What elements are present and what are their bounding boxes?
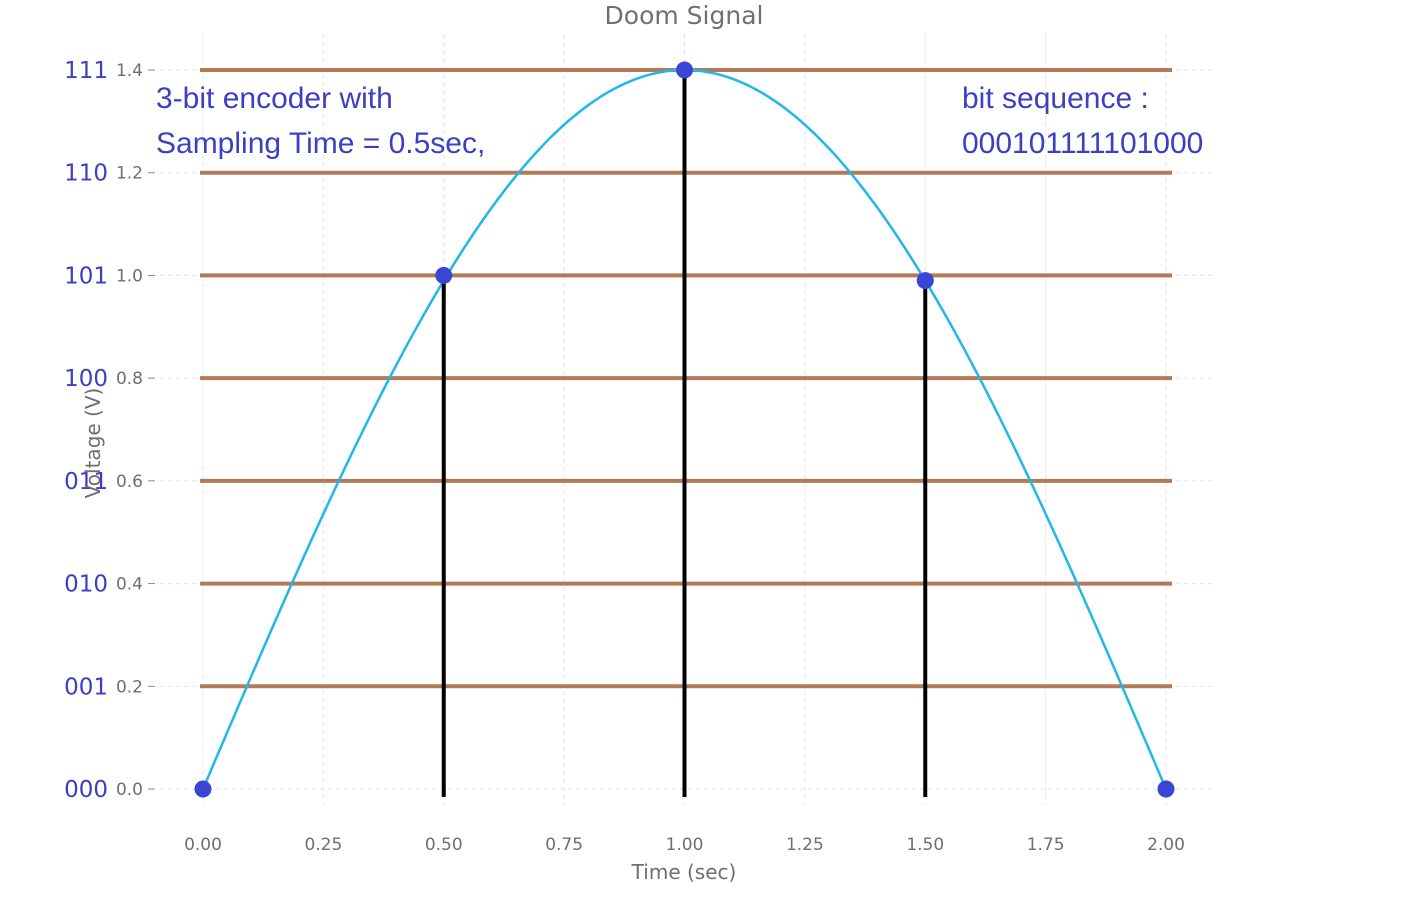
x-tick-label: 0.75 — [545, 835, 583, 855]
binary-code-label: 001 — [64, 674, 108, 700]
bit-sequence-label: bit sequence : — [962, 82, 1149, 115]
bit-sequence-value: 000101111101000 — [962, 127, 1203, 160]
x-tick-label: 1.25 — [786, 835, 824, 855]
y-tick-labels: 0.0 0.2 0.4 0.6 0.8 1.0 1.2 1.4 — [116, 61, 155, 800]
binary-code-label: 110 — [64, 161, 108, 187]
y-tick-label: 1.4 — [116, 61, 143, 81]
y-tick-label: 0.6 — [116, 472, 143, 492]
x-axis-title: Time (sec) — [631, 860, 737, 884]
y-tick-label: 1.0 — [116, 266, 143, 286]
y-tick-label: 0.0 — [116, 780, 143, 800]
y-tick-label: 0.8 — [116, 369, 143, 389]
y-tick-label: 0.2 — [116, 677, 143, 697]
sample-point — [435, 266, 453, 284]
binary-code-label: 000 — [64, 777, 108, 803]
x-tick-label: 0.50 — [425, 835, 463, 855]
encoder-note-line1: 3-bit encoder with — [156, 82, 393, 115]
x-tick-label: 0.25 — [304, 835, 342, 855]
chart-title: Doom Signal — [605, 1, 764, 30]
sample-point — [194, 780, 212, 798]
sample-stem-layer — [441, 70, 928, 797]
x-tick-label: 0.00 — [184, 835, 222, 855]
y-tick-label: 1.2 — [116, 164, 143, 184]
binary-code-label: 011 — [64, 469, 108, 495]
binary-code-label: 101 — [64, 263, 108, 289]
binary-code-labels: 000 001 010 011 100 101 110 111 — [64, 58, 108, 803]
y-tick-label: 0.4 — [116, 575, 143, 595]
encoder-note-line2: Sampling Time = 0.5sec, — [156, 127, 485, 160]
binary-code-label: 111 — [64, 58, 108, 84]
sample-point — [916, 272, 934, 290]
x-tick-labels: 0.00 0.25 0.50 0.75 1.00 1.25 1.50 1.75 2.00 — [184, 835, 1185, 855]
sample-point-layer — [194, 61, 1175, 798]
y-axis-title: Voltage (V) — [81, 388, 105, 499]
x-tick-label: 1.00 — [666, 835, 704, 855]
sample-point — [1157, 780, 1175, 798]
x-tick-label: 1.50 — [906, 835, 944, 855]
binary-code-label: 100 — [64, 366, 108, 392]
x-tick-label: 2.00 — [1147, 835, 1185, 855]
x-tick-label: 1.75 — [1027, 835, 1065, 855]
sample-point — [676, 61, 693, 79]
binary-code-label: 010 — [64, 572, 108, 598]
